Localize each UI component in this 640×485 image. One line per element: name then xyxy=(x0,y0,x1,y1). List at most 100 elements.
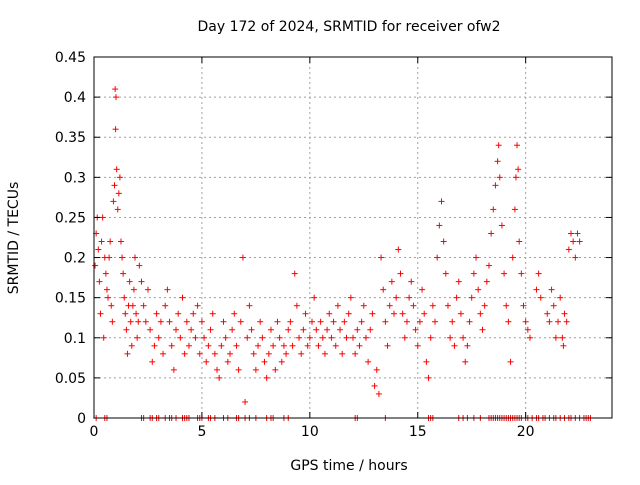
data-point xyxy=(306,334,313,341)
data-point xyxy=(113,94,120,101)
data-point xyxy=(157,318,164,325)
data-point xyxy=(250,350,257,357)
data-point xyxy=(388,278,395,285)
data-point xyxy=(380,286,387,293)
y-tick-label: 0.45 xyxy=(55,50,86,66)
data-point xyxy=(423,358,430,365)
data-point xyxy=(123,326,130,333)
data-point xyxy=(300,326,307,333)
data-point xyxy=(132,254,139,261)
data-point xyxy=(108,302,115,309)
data-point xyxy=(114,206,121,213)
data-point xyxy=(518,270,525,277)
data-point xyxy=(255,342,262,349)
data-point xyxy=(427,334,434,341)
y-axis-label: SRMTID / TECUs xyxy=(6,182,22,295)
data-point xyxy=(222,334,229,341)
data-point xyxy=(507,358,514,365)
data-point xyxy=(555,318,562,325)
data-point xyxy=(457,310,464,317)
data-point xyxy=(203,358,210,365)
x-axis-label: GPS time / hours xyxy=(290,458,407,474)
data-point xyxy=(107,238,114,245)
data-point xyxy=(244,334,251,341)
data-point xyxy=(130,286,137,293)
data-point xyxy=(190,310,197,317)
data-point xyxy=(444,302,451,309)
data-point xyxy=(434,254,441,261)
data-point xyxy=(259,334,266,341)
data-point xyxy=(317,318,324,325)
data-point xyxy=(563,318,570,325)
data-point xyxy=(287,318,294,325)
data-point xyxy=(410,302,417,309)
data-point xyxy=(106,254,113,261)
data-point xyxy=(136,262,143,269)
data-point xyxy=(399,310,406,317)
data-point xyxy=(432,318,439,325)
data-point xyxy=(298,350,305,357)
data-point xyxy=(110,198,117,205)
data-point xyxy=(220,318,227,325)
data-point xyxy=(166,318,173,325)
data-point xyxy=(311,294,318,301)
data-point xyxy=(111,182,118,189)
data-point xyxy=(304,342,311,349)
data-point xyxy=(516,238,523,245)
data-point xyxy=(574,230,581,237)
data-point xyxy=(485,262,492,269)
data-point xyxy=(330,318,337,325)
data-point xyxy=(194,302,201,309)
data-point xyxy=(153,310,160,317)
data-point xyxy=(270,342,277,349)
data-point xyxy=(198,318,205,325)
data-point xyxy=(350,334,356,341)
data-point xyxy=(440,238,447,245)
data-point xyxy=(170,366,177,373)
data-point xyxy=(453,294,460,301)
data-point xyxy=(302,310,309,317)
y-tick-label: 0.05 xyxy=(55,371,86,387)
data-point xyxy=(160,350,167,357)
data-point xyxy=(149,358,156,365)
data-point xyxy=(498,222,505,229)
data-point xyxy=(544,310,551,317)
data-point xyxy=(229,326,236,333)
data-point xyxy=(438,198,445,205)
data-point xyxy=(546,318,553,325)
data-point xyxy=(321,350,328,357)
data-point xyxy=(233,342,240,349)
data-point xyxy=(382,318,389,325)
y-tick-label: 0.2 xyxy=(64,251,86,267)
data-point xyxy=(209,310,216,317)
y-tick-label: 0 xyxy=(77,411,86,427)
data-point xyxy=(490,206,497,213)
y-tick-label: 0.4 xyxy=(64,90,86,106)
axes: 0 5 10 15 20 0 0.05 0.1 0.15 0.2 0.25 0.3 0.35 0.4 0.4… xyxy=(55,50,612,440)
data-point xyxy=(326,310,333,317)
data-point xyxy=(386,302,393,309)
data-point xyxy=(261,358,268,365)
data-point xyxy=(466,318,473,325)
data-point xyxy=(356,342,363,349)
data-point xyxy=(371,382,378,389)
data-point xyxy=(495,142,502,149)
data-point xyxy=(128,342,135,349)
data-point xyxy=(173,326,180,333)
data-point xyxy=(511,206,518,213)
data-point xyxy=(354,326,361,333)
data-point xyxy=(278,358,285,365)
data-point xyxy=(479,326,486,333)
data-point xyxy=(117,238,124,245)
data-point xyxy=(347,294,354,301)
data-point xyxy=(134,334,141,341)
data-point xyxy=(352,350,359,357)
data-point xyxy=(565,246,572,253)
data-point xyxy=(470,270,477,277)
data-point xyxy=(291,270,298,277)
data-point xyxy=(181,350,188,357)
data-point xyxy=(124,350,131,357)
data-point xyxy=(92,262,99,269)
data-point xyxy=(505,318,512,325)
